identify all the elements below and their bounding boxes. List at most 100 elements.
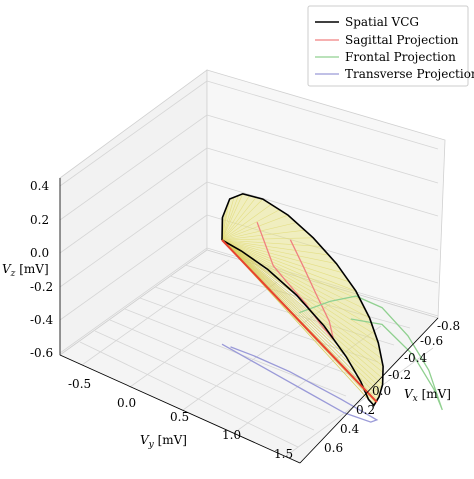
fill-ray (221, 214, 289, 241)
fill-ray (221, 239, 361, 301)
y-tick-label: -0.5 (68, 377, 91, 391)
y-label-sub: y (148, 440, 155, 450)
y-tick-label: 0.5 (170, 410, 189, 424)
grid-line (206, 80, 439, 150)
gridlines (59, 80, 439, 457)
x-tick-label: -0.8 (437, 319, 460, 333)
svg-text:Vx [mV]: Vx [mV] (404, 387, 451, 404)
fill-ray (221, 239, 357, 292)
grid-line (59, 181, 208, 288)
fill-ray (221, 239, 325, 327)
y-axis-ticks: -0.5 0.0 0.5 1.0 1.5 (68, 377, 293, 461)
z-tick-label: 0.2 (30, 213, 49, 227)
y-tick-label: 1.0 (222, 428, 241, 442)
y-label-unit: [mV] (154, 433, 187, 447)
grid-line (59, 80, 208, 187)
grid-line (59, 147, 208, 254)
fill-ray (221, 239, 278, 279)
fill-ray (221, 197, 257, 241)
transverse-projection-line (221, 343, 379, 423)
grid-line (169, 275, 395, 346)
grid-line (139, 297, 363, 380)
x-tick-label: 0.6 (324, 441, 343, 455)
grid-line (59, 114, 208, 221)
fill-ray (221, 239, 370, 319)
x-tick-label: 0.2 (356, 403, 375, 417)
z-label-unit: [mV] (15, 262, 48, 276)
fill-ray (221, 195, 239, 241)
x-axis-label: Vx [mV] (404, 387, 451, 404)
fill-ray (221, 239, 332, 337)
fill-ray (221, 239, 350, 283)
fill-ray (221, 239, 339, 347)
z-tick-label: -0.2 (30, 280, 53, 294)
fill-ray (221, 195, 250, 241)
z-axis-ticks: 0.4 0.2 0.0 -0.2 -0.4 -0.6 (30, 179, 54, 360)
x-axis-line (299, 317, 439, 464)
z-tick-label: 0.4 (30, 179, 49, 193)
x-tick-label: -0.2 (388, 368, 411, 382)
y-axis-label: Vy [mV] (140, 433, 187, 450)
grid-line (206, 181, 439, 251)
legend-box (307, 5, 469, 87)
fill-ray (221, 237, 314, 241)
fill-ray (221, 239, 347, 357)
x-tick-label: 0.0 (372, 384, 391, 398)
grid-line (206, 147, 439, 217)
sagittal-projection-line (256, 221, 335, 341)
z-axis-label: Vz [mV] (2, 262, 49, 279)
fill-ray (221, 239, 381, 351)
z-tick-label: 0.0 (30, 246, 49, 260)
x-axis-ticks: -0.8 -0.6 -0.4 -0.2 0.0 0.2 0.4 0.6 (324, 319, 460, 455)
frontal-projection-line (298, 295, 443, 411)
fill-ray (221, 239, 321, 247)
grid-line (233, 325, 382, 434)
grid-line (285, 347, 434, 457)
grid-line (79, 341, 299, 448)
legend: Spatial VCG Sagittal Projection Frontal … (307, 5, 474, 87)
x-tick-label: -0.6 (420, 334, 443, 348)
grid-line (59, 214, 208, 321)
z-tick-label: -0.4 (30, 313, 54, 327)
grid-line (59, 247, 208, 354)
max-vector-arrow (221, 239, 378, 403)
fill-ray (221, 222, 297, 241)
y-axis-line (59, 354, 301, 464)
fill-ray (221, 239, 366, 310)
z-label-main: V (2, 262, 12, 276)
fill-ray (221, 239, 316, 317)
fill-ray (221, 239, 329, 256)
grid-line (206, 114, 439, 184)
svg-text:Vz [mV]: Vz [mV] (2, 262, 49, 279)
x-tick-label: -0.4 (404, 351, 428, 365)
grid-line (94, 330, 315, 431)
fill-ray (221, 239, 306, 306)
fill-ray (221, 229, 305, 241)
legend-label-frontal: Frontal Projection (345, 50, 456, 64)
z-label-sub: z (10, 269, 16, 279)
fill-ray (221, 197, 235, 241)
fill-ray (221, 198, 264, 241)
grid-line (109, 319, 331, 414)
fill-ray (221, 239, 337, 265)
fill-ray (221, 239, 379, 344)
legend-label-sagittal: Sagittal Projection (345, 33, 459, 47)
z-tick-label: -0.6 (30, 346, 53, 360)
legend-label-spatial: Spatial VCG (345, 15, 419, 29)
y-tick-label: 1.5 (274, 447, 293, 461)
svg-text:Vy [mV]: Vy [mV] (140, 433, 187, 450)
fill-ray (221, 239, 344, 274)
fill-ray (221, 198, 230, 241)
x-label-unit: [mV] (418, 387, 451, 401)
spatial-vcg-line (221, 192, 384, 407)
legend-label-transverse: Transverse Projection (345, 67, 474, 81)
fill-ray (221, 239, 352, 366)
x-tick-label: 0.4 (340, 422, 359, 436)
grid-line (81, 259, 230, 366)
fill-ray (221, 209, 280, 241)
grid-line (129, 281, 278, 388)
plot-content (221, 192, 443, 423)
y-tick-label: 0.0 (117, 396, 136, 410)
fill-ray (221, 239, 383, 379)
